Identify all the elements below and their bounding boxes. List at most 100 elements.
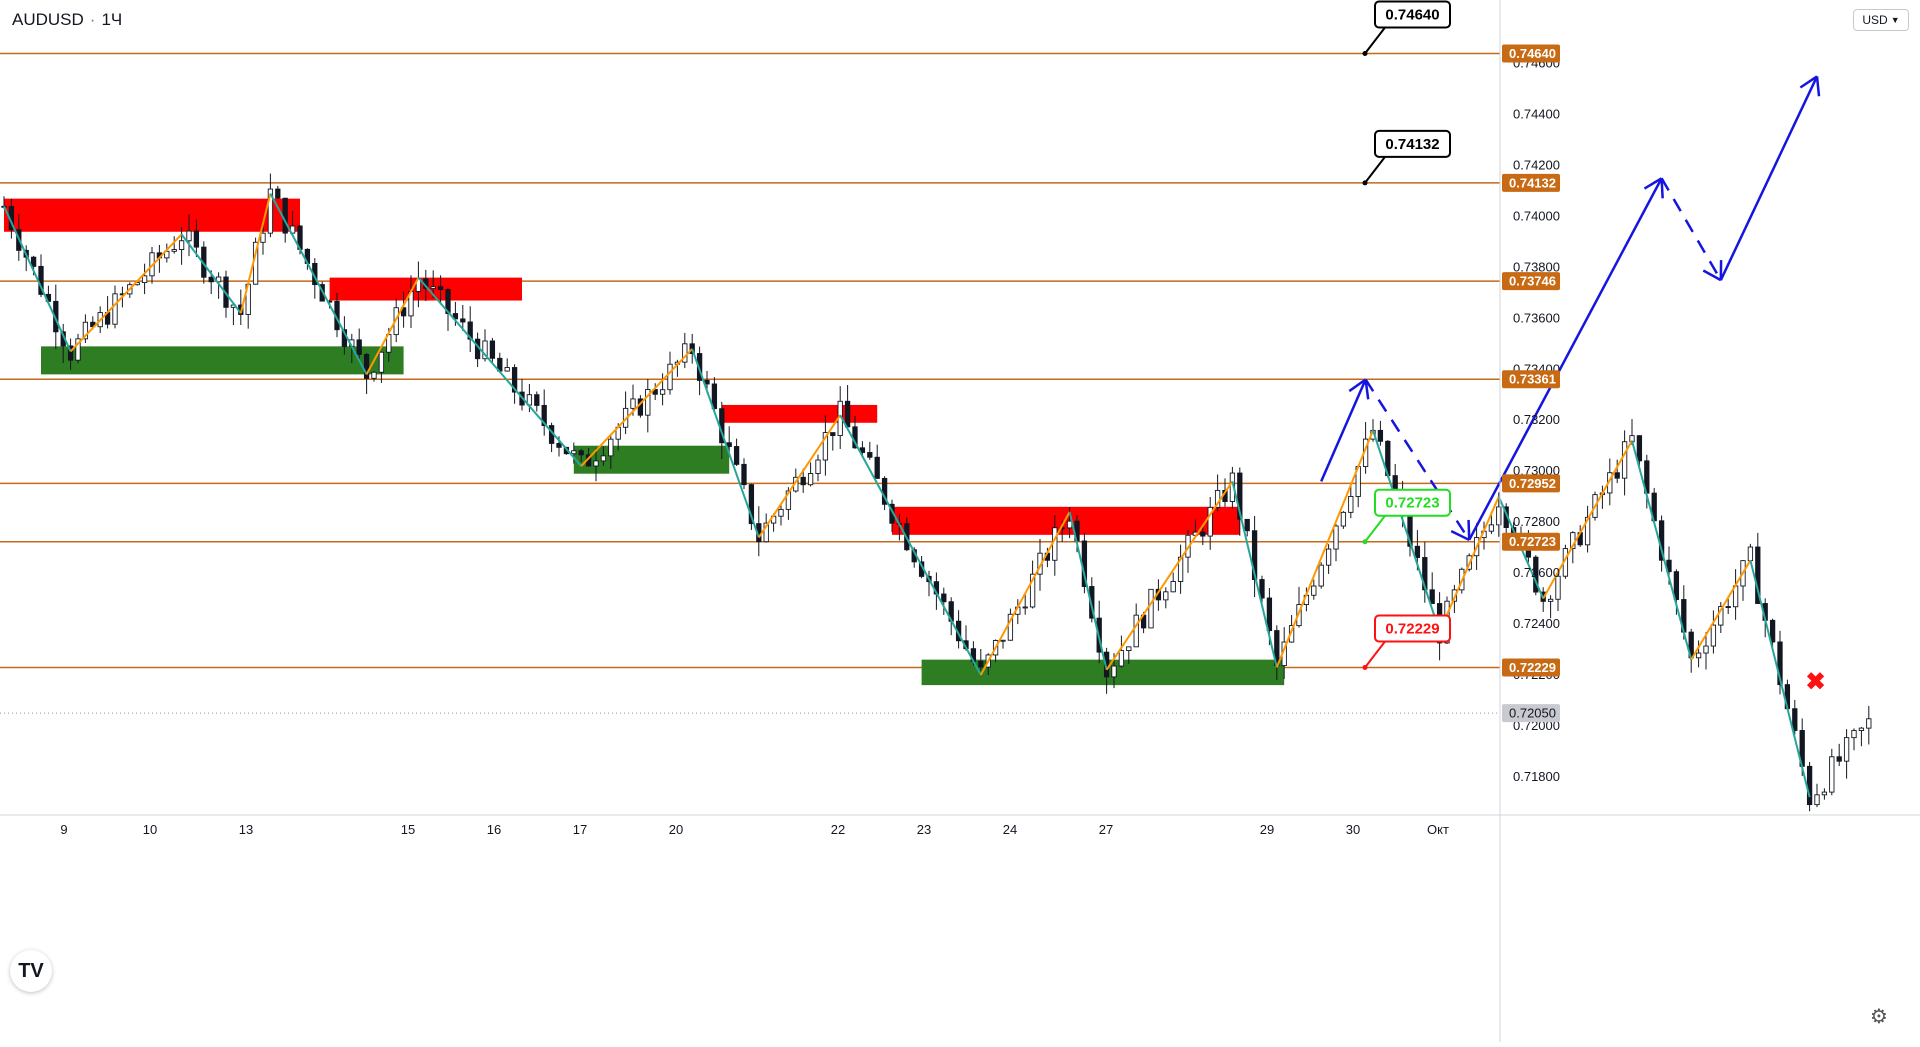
candle-body bbox=[1001, 640, 1005, 641]
candle-body bbox=[1726, 607, 1730, 608]
candle-body bbox=[1127, 647, 1131, 651]
candle-body bbox=[631, 399, 635, 408]
candles bbox=[2, 174, 1871, 812]
candle-body bbox=[1852, 731, 1856, 738]
candle-body bbox=[172, 249, 176, 251]
candle-body bbox=[742, 464, 746, 484]
candle-body bbox=[1112, 666, 1116, 677]
target-callout-dot bbox=[1363, 665, 1368, 670]
candle-body bbox=[283, 198, 287, 233]
zigzag-up-segment bbox=[1440, 497, 1499, 632]
time-tick-label: 9 bbox=[60, 822, 67, 837]
forecast-arrowhead bbox=[1451, 531, 1469, 540]
supply-zone bbox=[722, 405, 877, 423]
candle-body bbox=[261, 233, 265, 242]
target-callout-pointer bbox=[1365, 27, 1385, 53]
candle-body bbox=[1674, 572, 1678, 600]
gear-icon[interactable]: ⚙ bbox=[1870, 1004, 1888, 1029]
target-callout-dot bbox=[1363, 180, 1368, 185]
forecast-arrowhead bbox=[1469, 520, 1470, 540]
candle-body bbox=[831, 433, 835, 436]
time-tick-label: 22 bbox=[831, 822, 845, 837]
forecast-segment bbox=[1721, 76, 1817, 280]
price-tick-label: 0.74000 bbox=[1513, 208, 1560, 223]
candle-body bbox=[1844, 738, 1848, 762]
candle-body bbox=[1867, 719, 1871, 728]
time-tick-label: 20 bbox=[669, 822, 683, 837]
supply-zone bbox=[4, 199, 300, 232]
candle-body bbox=[779, 509, 783, 516]
zigzag-down-segment bbox=[1070, 512, 1107, 670]
candle-body bbox=[1548, 599, 1552, 601]
candle-body bbox=[1748, 547, 1752, 561]
candle-body bbox=[816, 460, 820, 473]
time-tick-label: 30 bbox=[1346, 822, 1360, 837]
level-price-badge-label: 0.74640 bbox=[1509, 46, 1556, 61]
time-tick-label: 27 bbox=[1099, 822, 1113, 837]
candle-body bbox=[1164, 592, 1168, 600]
horizontal-levels bbox=[0, 53, 1500, 713]
zigzag-down-segment bbox=[692, 349, 759, 537]
forecast-arrowhead bbox=[1817, 76, 1819, 96]
price-tick-label: 0.72800 bbox=[1513, 514, 1560, 529]
zigzag-down-segment bbox=[1632, 441, 1691, 660]
candle-body bbox=[187, 231, 191, 241]
candle-body bbox=[1830, 757, 1834, 792]
candle-body bbox=[1770, 620, 1774, 642]
level-price-badge-label: 0.74132 bbox=[1509, 175, 1556, 190]
level-price-badge-label: 0.73361 bbox=[1509, 372, 1556, 387]
candle-body bbox=[1704, 646, 1708, 653]
zigzag-up-segment bbox=[71, 234, 182, 351]
candle-body bbox=[1637, 436, 1641, 461]
forecast-arrowhead bbox=[1703, 271, 1721, 281]
price-tick-label: 0.73600 bbox=[1513, 310, 1560, 325]
candle-body bbox=[1807, 766, 1811, 804]
zigzag-down-segment bbox=[1750, 560, 1809, 797]
candle-body bbox=[142, 276, 146, 283]
price-tick-label: 0.73200 bbox=[1513, 412, 1560, 427]
target-callout-label: 0.72723 bbox=[1385, 495, 1439, 512]
candle-body bbox=[438, 287, 442, 290]
demand-zone bbox=[922, 660, 1285, 685]
candle-body bbox=[1489, 525, 1493, 531]
candle-body bbox=[668, 364, 672, 389]
current-price-badge-label: 0.72050 bbox=[1509, 706, 1556, 721]
candle-body bbox=[1319, 565, 1323, 586]
candle-body bbox=[801, 477, 805, 484]
candle-body bbox=[557, 443, 561, 447]
zigzag-down-segment bbox=[418, 278, 581, 466]
tradingview-logo[interactable]: TV bbox=[10, 950, 52, 992]
zigzag-up-segment bbox=[1691, 560, 1750, 659]
candle-body bbox=[113, 294, 117, 324]
forecast-path: ✖ bbox=[1321, 76, 1825, 695]
forecast-segment bbox=[1469, 178, 1661, 540]
forecast-segment bbox=[1662, 178, 1721, 280]
candle-body bbox=[942, 594, 946, 602]
candle-body bbox=[1341, 512, 1345, 526]
currency-button[interactable]: USD▼ bbox=[1853, 9, 1909, 31]
candle-body bbox=[1023, 607, 1027, 608]
candle-body bbox=[734, 447, 738, 465]
candle-body bbox=[461, 319, 465, 322]
candle-body bbox=[594, 461, 598, 466]
candle-body bbox=[1815, 795, 1819, 805]
level-price-badge-label: 0.73746 bbox=[1509, 274, 1556, 289]
zigzag-down-segment bbox=[1373, 430, 1440, 631]
candle-body bbox=[179, 241, 183, 250]
target-callout-label: 0.74132 bbox=[1385, 136, 1439, 153]
candle-body bbox=[1859, 728, 1863, 730]
candle-body bbox=[1615, 473, 1619, 478]
title-separator: · bbox=[90, 10, 96, 29]
candle-body bbox=[1711, 625, 1715, 646]
time-tick-label: 23 bbox=[917, 822, 931, 837]
candle-body bbox=[868, 453, 872, 458]
time-tick-label: 24 bbox=[1003, 822, 1017, 837]
symbol-title[interactable]: AUDUSD·1Ч bbox=[12, 10, 122, 30]
time-tick-label: 13 bbox=[239, 822, 253, 837]
currency-label: USD bbox=[1862, 13, 1887, 27]
target-callout-dot bbox=[1363, 51, 1368, 56]
time-tick-label: 15 bbox=[401, 822, 415, 837]
